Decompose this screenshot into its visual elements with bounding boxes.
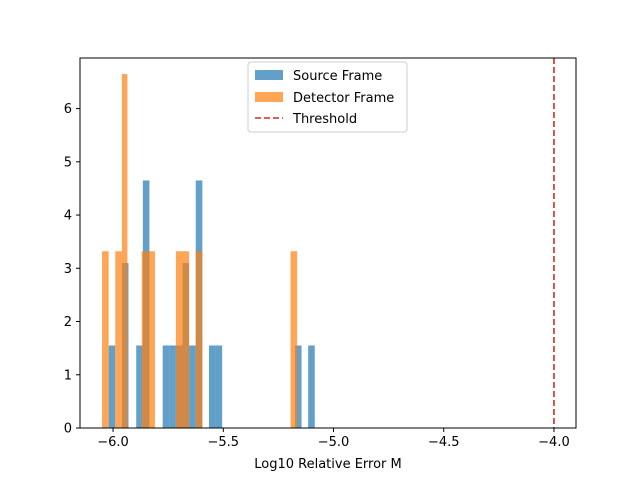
bar-detector-frame-3 — [141, 251, 149, 428]
legend-label-threshold: Threshold — [292, 112, 357, 127]
x-tick-label: −6.0 — [97, 435, 129, 450]
legend-label-source-frame: Source Frame — [293, 69, 382, 84]
y-tick-label: 2 — [64, 315, 72, 330]
bar-source-frame-5 — [162, 345, 170, 428]
bar-source-frame-6 — [169, 345, 176, 428]
y-tick-label: 5 — [64, 155, 72, 170]
bar-source-frame-14 — [308, 345, 315, 428]
bar-detector-frame-4 — [148, 251, 155, 428]
y-tick-label: 3 — [64, 262, 72, 277]
bar-detector-frame-6 — [182, 251, 190, 428]
y-axis: 0 1 2 3 4 5 6 — [64, 102, 80, 437]
bar-source-frame-12 — [215, 345, 223, 428]
bar-detector-frame-2 — [121, 73, 128, 428]
x-tick-label: −5.0 — [318, 435, 350, 450]
bar-source-frame-13 — [294, 345, 302, 428]
legend-swatch-source-frame — [255, 70, 283, 80]
y-tick-label: 0 — [64, 422, 72, 437]
bar-detector-frame-5 — [175, 251, 183, 428]
bar-source-frame-9 — [189, 345, 196, 428]
y-tick-label: 4 — [64, 209, 72, 224]
x-tick-label: −5.5 — [207, 435, 239, 450]
bar-detector-frame-0 — [102, 251, 109, 428]
x-axis: −6.0 −5.5 −5.0 −4.5 −4.0 — [97, 428, 570, 450]
bar-detector-frame-7 — [195, 251, 203, 428]
bars-layer — [102, 73, 315, 428]
x-axis-label: Log10 Relative Error M — [254, 457, 402, 472]
bar-source-frame-2 — [136, 345, 143, 428]
bar-detector-frame-8 — [290, 251, 298, 428]
bar-source-frame-0 — [108, 345, 116, 428]
bar-detector-frame-1 — [115, 251, 122, 428]
y-tick-label: 6 — [64, 102, 72, 117]
y-tick-label: 1 — [64, 368, 72, 383]
legend-swatch-detector-frame — [255, 92, 283, 102]
legend-label-detector-frame: Detector Frame — [293, 91, 394, 106]
x-tick-label: −4.0 — [538, 435, 570, 450]
legend: Source Frame Detector Frame Threshold — [247, 61, 408, 133]
plot-frame — [79, 57, 577, 429]
x-tick-label: −4.5 — [428, 435, 460, 450]
bar-source-frame-11 — [208, 345, 216, 428]
legend-box — [247, 61, 408, 133]
